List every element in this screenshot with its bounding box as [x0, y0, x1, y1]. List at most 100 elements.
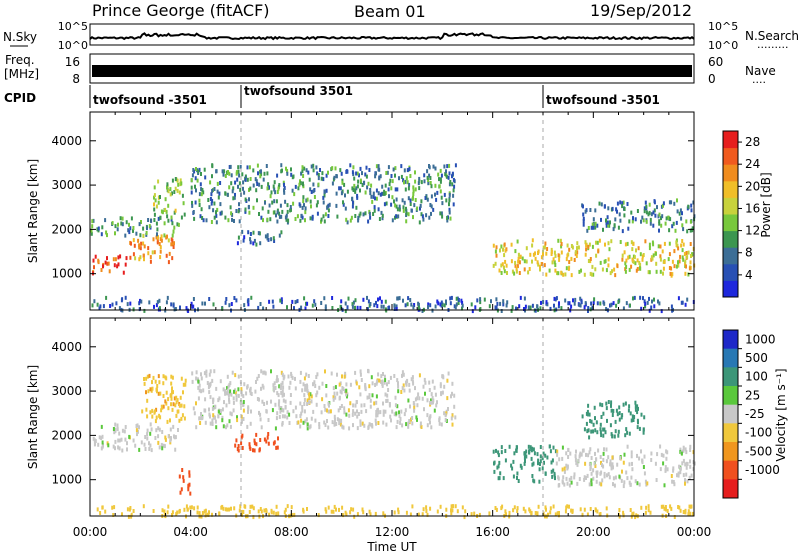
echo-cell	[545, 300, 548, 305]
echo-cell	[664, 505, 667, 509]
echo-cell	[655, 269, 658, 274]
echo-cell	[170, 242, 173, 247]
echo-cell	[92, 436, 95, 441]
echo-cell	[514, 249, 517, 254]
echo-cell	[582, 212, 585, 217]
echo-cell	[557, 253, 560, 258]
y-tick-label: 2000	[51, 428, 82, 442]
echo-cell	[681, 223, 684, 228]
echo-cell	[545, 507, 547, 512]
echo-cell	[209, 381, 212, 386]
echo-cell	[658, 301, 661, 306]
echo-cell	[165, 390, 168, 395]
echo-cell	[622, 402, 625, 407]
echo-cell	[634, 261, 637, 266]
echo-cell	[631, 414, 634, 419]
echo-cell	[129, 506, 132, 510]
echo-cell	[351, 302, 354, 307]
echo-cell	[461, 300, 464, 305]
echo-cell	[265, 409, 268, 414]
echo-cell	[556, 449, 559, 454]
echo-cell	[554, 263, 557, 267]
echo-cell	[327, 505, 330, 510]
echo-cell	[200, 207, 203, 212]
echo-cell	[519, 254, 522, 259]
echo-cell	[527, 444, 530, 449]
velocity-colorbar-tick-label: 500	[745, 351, 768, 365]
echo-cell	[433, 408, 436, 413]
echo-cell	[354, 298, 357, 303]
echo-cell	[627, 226, 630, 231]
echo-cell	[276, 375, 279, 380]
echo-cell	[600, 482, 603, 487]
echo-cell	[97, 226, 100, 231]
echo-cell	[634, 400, 637, 405]
echo-cell	[411, 421, 414, 426]
echo-cell	[258, 514, 261, 519]
echo-cell	[140, 440, 143, 445]
echo-cell	[177, 409, 180, 414]
echo-cell	[647, 504, 650, 509]
echo-cell	[163, 509, 166, 514]
echo-cell	[669, 217, 672, 222]
echo-cell	[621, 253, 624, 258]
echo-cell	[366, 307, 369, 312]
echo-cell	[285, 166, 287, 171]
echo-cell	[590, 471, 593, 476]
echo-cell	[405, 422, 408, 427]
echo-cell	[660, 452, 663, 457]
echo-cell	[512, 508, 515, 513]
echo-cell	[249, 421, 252, 426]
echo-cell	[236, 241, 239, 246]
echo-cell	[625, 427, 628, 432]
echo-cell	[500, 309, 503, 313]
echo-cell	[246, 424, 249, 429]
echo-cell	[566, 243, 569, 248]
echo-cell	[665, 449, 668, 454]
echo-cell	[388, 305, 391, 310]
echo-cell	[376, 379, 379, 384]
echo-cell	[180, 181, 183, 186]
echo-cell	[145, 390, 147, 395]
echo-cell	[659, 254, 662, 259]
echo-cell	[564, 298, 567, 303]
echo-cell	[663, 506, 666, 511]
echo-cell	[644, 239, 647, 244]
echo-cell	[274, 426, 277, 431]
echo-cell	[256, 397, 259, 401]
echo-cell	[247, 204, 250, 209]
echo-cell	[233, 296, 236, 300]
echo-cell	[594, 208, 597, 213]
echo-cell	[332, 397, 335, 402]
echo-cell	[240, 389, 243, 394]
echo-cell	[596, 223, 599, 228]
y-tick-label: 2000	[51, 222, 82, 236]
echo-cell	[536, 304, 539, 309]
echo-cell	[600, 415, 603, 419]
echo-cell	[603, 204, 606, 209]
echo-cell	[304, 206, 307, 211]
echo-cell	[169, 440, 172, 445]
echo-cell	[517, 252, 520, 257]
echo-cell	[643, 454, 646, 459]
echo-cell	[93, 265, 95, 270]
echo-cell	[214, 404, 217, 409]
echo-cell	[642, 427, 645, 432]
echo-cell	[449, 301, 452, 306]
echo-cell	[438, 418, 441, 423]
echo-cell	[625, 301, 628, 306]
echo-cell	[645, 261, 648, 266]
echo-cell	[532, 447, 535, 452]
echo-cell	[412, 189, 415, 194]
echo-cell	[178, 403, 181, 408]
echo-cell	[397, 507, 400, 512]
echo-cell	[637, 246, 640, 251]
echo-cell	[597, 448, 600, 453]
echo-cell	[368, 211, 371, 216]
echo-cell	[369, 302, 372, 306]
echo-cell	[410, 377, 413, 382]
echo-cell	[396, 207, 399, 212]
echo-cell	[266, 236, 269, 241]
echo-cell	[379, 174, 382, 179]
echo-cell	[645, 210, 648, 215]
